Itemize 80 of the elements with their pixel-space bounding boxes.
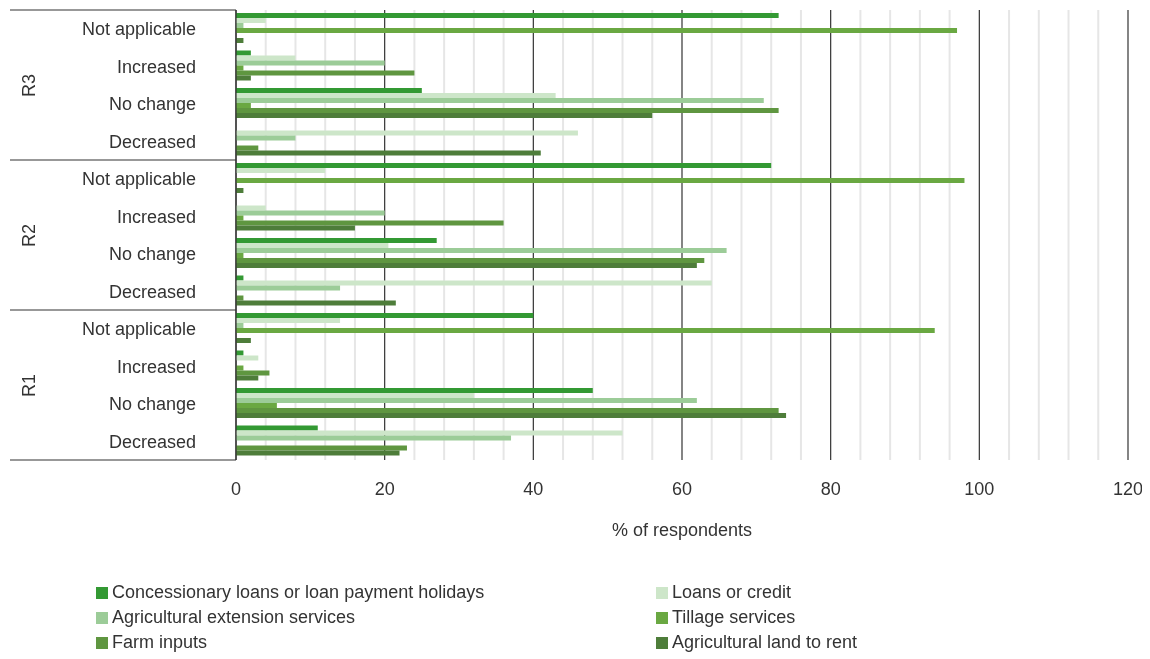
bar: [236, 435, 512, 441]
text: R1: [19, 373, 41, 397]
bar: [236, 328, 935, 333]
x-axis-title: % of respondents: [611, 520, 753, 540]
bar: [236, 430, 623, 436]
legend-label: Loans or credit: [672, 582, 792, 603]
bar: [236, 113, 653, 118]
bar: [236, 318, 341, 323]
bar: [236, 280, 712, 286]
bar: [236, 413, 787, 418]
bar: [236, 263, 697, 268]
bar: [236, 338, 251, 343]
legend-label: Agricultural extension services: [112, 607, 356, 628]
bar: [236, 408, 779, 413]
bar: [236, 238, 437, 243]
legend-label: Concessionary loans or loan payment holidays: [112, 582, 485, 603]
bar: [236, 93, 556, 98]
bar: [236, 130, 578, 136]
text: R3: [19, 73, 41, 97]
bar: [236, 445, 407, 451]
bar: [236, 248, 727, 253]
bar: [236, 403, 277, 408]
y-tick-label: Increased: [116, 206, 196, 227]
bar: [236, 18, 266, 23]
bar: [236, 210, 385, 216]
y-tick-label: No change: [108, 94, 196, 115]
bar: [236, 370, 270, 376]
bar: [236, 300, 396, 306]
bar: [236, 225, 355, 231]
bar: [236, 28, 958, 33]
bar: [236, 450, 400, 456]
y-tick-label: Increased: [116, 56, 196, 77]
bar: [236, 108, 779, 113]
bar: [236, 375, 259, 381]
bar: [236, 205, 266, 211]
bar: [236, 425, 318, 431]
bar: [236, 98, 764, 103]
y-tick-label: Decreased: [108, 431, 196, 452]
x-tick-label: 0: [230, 478, 242, 499]
bar: [236, 243, 389, 248]
y-tick-label: Decreased: [108, 281, 196, 302]
y-tick-label: No change: [108, 394, 196, 415]
bar: [236, 60, 385, 66]
legend-label: Agricultural land to rent: [672, 632, 858, 653]
bar: [236, 13, 779, 18]
bar: [236, 103, 251, 108]
bar: [236, 135, 296, 141]
bar: [236, 285, 341, 291]
bar: [236, 220, 504, 226]
bar: [236, 168, 326, 173]
y-tick-label: Decreased: [108, 131, 196, 152]
text: R2: [19, 223, 41, 247]
x-tick-label: 40: [523, 478, 544, 499]
y-tick-label: Not applicable: [81, 169, 196, 190]
bar: [236, 398, 697, 403]
bar: [236, 258, 705, 263]
legend-label: Tillage services: [672, 607, 796, 628]
bar: [236, 50, 251, 56]
y-tick-label: Not applicable: [81, 19, 196, 40]
bar: [236, 388, 593, 393]
y-tick-label: No change: [108, 244, 196, 265]
bar: [236, 393, 474, 398]
bar: [236, 55, 296, 61]
bar: [236, 313, 534, 318]
bar: [236, 150, 541, 156]
y-tick-label: Not applicable: [81, 319, 196, 340]
x-tick-label: 60: [671, 478, 693, 499]
bar: [236, 355, 259, 361]
x-tick-label: 20: [374, 478, 395, 499]
bar: [236, 163, 772, 168]
x-tick-label: 80: [820, 478, 841, 499]
bar: [236, 145, 259, 151]
y-tick-label: Increased: [116, 356, 196, 377]
bar: [236, 178, 965, 183]
bar: [236, 70, 415, 76]
x-tick-label: 120: [1112, 478, 1144, 499]
bar: [236, 88, 422, 93]
legend-label: Farm inputs: [112, 632, 208, 653]
bar: [236, 75, 251, 81]
x-tick-label: 100: [964, 478, 995, 499]
